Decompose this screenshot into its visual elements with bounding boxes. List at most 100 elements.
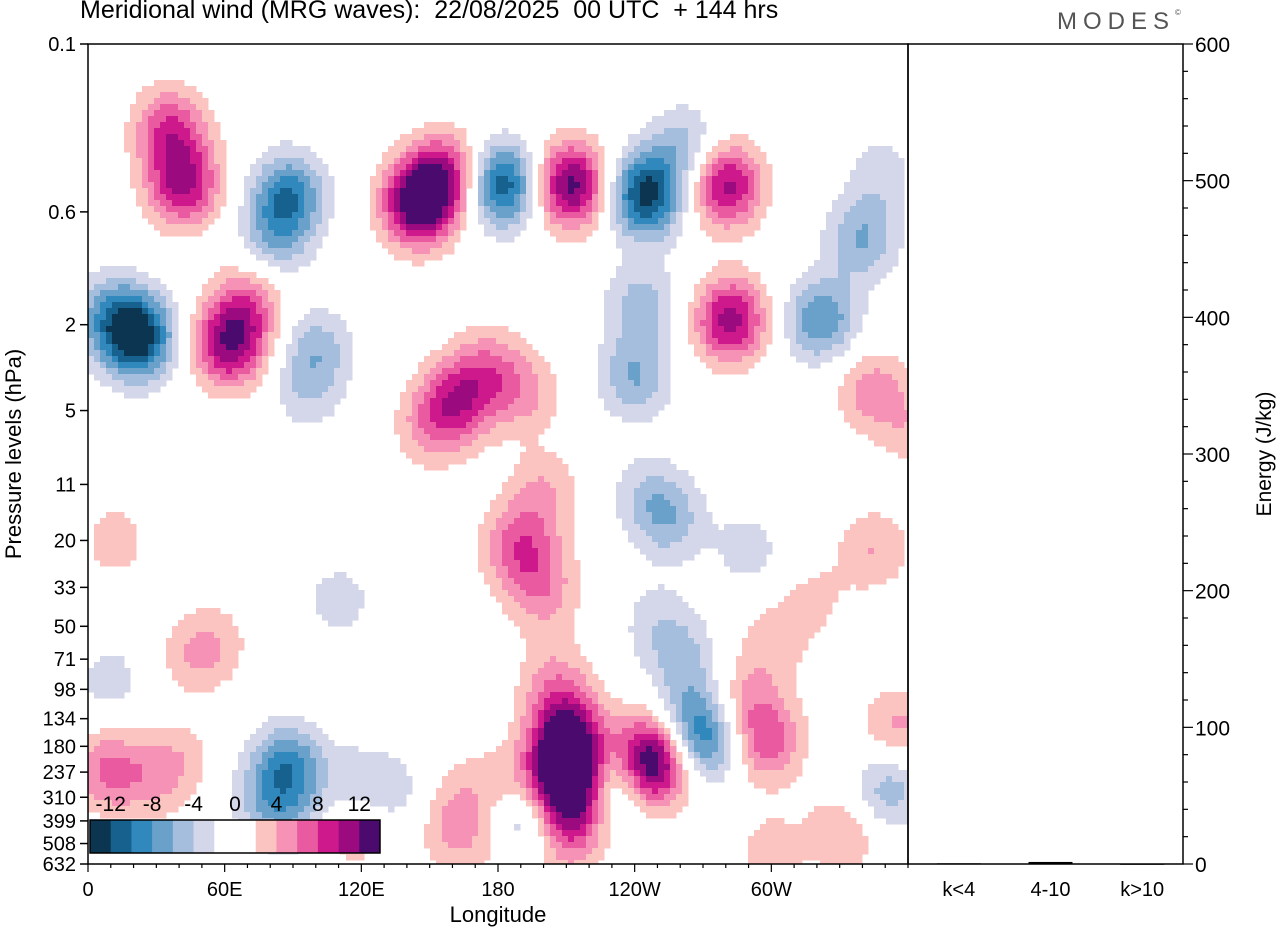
heatmap-cell — [100, 368, 107, 375]
heatmap-cell — [688, 110, 695, 117]
heatmap-cell — [802, 284, 809, 291]
heatmap-cell — [730, 290, 737, 297]
heatmap-cell — [436, 392, 443, 399]
heatmap-cell — [628, 398, 635, 405]
heatmap-cell — [508, 224, 515, 231]
heatmap-cell — [670, 482, 677, 489]
heatmap-cell — [118, 290, 125, 297]
heatmap-cell — [742, 338, 749, 345]
heatmap-cell — [634, 614, 641, 621]
heatmap-cell — [610, 398, 617, 405]
heatmap-cell — [286, 218, 293, 225]
heatmap-cell — [448, 128, 455, 135]
heatmap-cell — [238, 296, 245, 303]
heatmap-cell — [250, 368, 257, 375]
heatmap-cell — [706, 518, 713, 525]
heatmap-cell — [124, 272, 131, 279]
heatmap-cell — [478, 560, 485, 567]
heatmap-cell — [874, 158, 881, 165]
heatmap-cell — [646, 416, 653, 423]
heatmap-cell — [556, 212, 563, 219]
heatmap-cell — [328, 194, 335, 201]
heatmap-cell — [202, 188, 209, 195]
heatmap-cell — [868, 248, 875, 255]
heatmap-cell — [304, 188, 311, 195]
heatmap-cell — [454, 344, 461, 351]
heatmap-cell — [496, 206, 503, 213]
heatmap-cell — [664, 374, 671, 381]
heatmap-cell — [520, 554, 527, 561]
heatmap-cell — [112, 518, 119, 525]
heatmap-cell — [424, 452, 431, 459]
heatmap-cell — [904, 416, 908, 423]
heatmap-cell — [130, 104, 137, 111]
heatmap-cell — [430, 218, 437, 225]
heatmap-cell — [664, 344, 671, 351]
heatmap-cell — [106, 368, 113, 375]
heatmap-cell — [814, 302, 821, 309]
heatmap-cell — [604, 368, 611, 375]
heatmap-cell — [754, 344, 761, 351]
heatmap-cell — [490, 326, 497, 333]
heatmap-cell — [466, 356, 473, 363]
heatmap-cell — [820, 290, 827, 297]
heatmap-cell — [646, 542, 653, 549]
heatmap-cell — [454, 362, 461, 369]
heatmap-cell — [496, 572, 503, 579]
heatmap-cell — [538, 398, 545, 405]
heatmap-cell — [718, 548, 725, 555]
heatmap-cell — [184, 230, 191, 237]
heatmap-cell — [526, 476, 533, 483]
heatmap-cell — [838, 314, 845, 321]
heatmap-cell — [466, 410, 473, 417]
heatmap-cell — [214, 152, 221, 159]
heatmap-cell — [118, 350, 125, 357]
heatmap-cell — [622, 302, 629, 309]
heatmap-cell — [238, 338, 245, 345]
heatmap-cell — [244, 290, 251, 297]
heatmap-cell — [118, 362, 125, 369]
heatmap-cell — [868, 392, 875, 399]
heatmap-cell — [748, 176, 755, 183]
heatmap-cell — [328, 374, 335, 381]
heatmap-cell — [310, 182, 317, 189]
heatmap-cell — [484, 578, 491, 585]
heatmap-cell — [622, 176, 629, 183]
heatmap-cell — [514, 338, 521, 345]
heatmap-cell — [244, 344, 251, 351]
heatmap-cell — [250, 272, 257, 279]
heatmap-cell — [274, 236, 281, 243]
heatmap-cell — [622, 164, 629, 171]
heatmap-cell — [688, 494, 695, 501]
heatmap-cell — [748, 314, 755, 321]
heatmap-cell — [94, 308, 101, 315]
heatmap-cell — [220, 290, 227, 297]
heatmap-cell — [520, 542, 527, 549]
heatmap-cell — [628, 482, 635, 489]
heatmap-cell — [172, 344, 179, 351]
heatmap-cell — [706, 206, 713, 213]
heatmap-cell — [712, 188, 719, 195]
heatmap-cell — [118, 302, 125, 309]
heatmap-cell — [742, 302, 749, 309]
heatmap-cell — [250, 182, 257, 189]
heatmap-cell — [598, 164, 605, 171]
heatmap-cell — [334, 572, 341, 579]
heatmap-cell — [430, 416, 437, 423]
heatmap-cell — [112, 338, 119, 345]
heatmap-cell — [280, 386, 287, 393]
heatmap-cell — [868, 410, 875, 417]
heatmap-cell — [442, 356, 449, 363]
heatmap-cell — [700, 194, 707, 201]
heatmap-cell — [538, 458, 545, 465]
heatmap-cell — [136, 176, 143, 183]
heatmap-cell — [448, 374, 455, 381]
heatmap-cell — [658, 140, 665, 147]
heatmap-cell — [652, 464, 659, 471]
heatmap-cell — [730, 140, 737, 147]
heatmap-cell — [862, 398, 869, 405]
heatmap-cell — [262, 278, 269, 285]
heatmap-cell — [892, 404, 899, 411]
heatmap-cell — [550, 506, 557, 513]
heatmap-cell — [526, 410, 533, 417]
